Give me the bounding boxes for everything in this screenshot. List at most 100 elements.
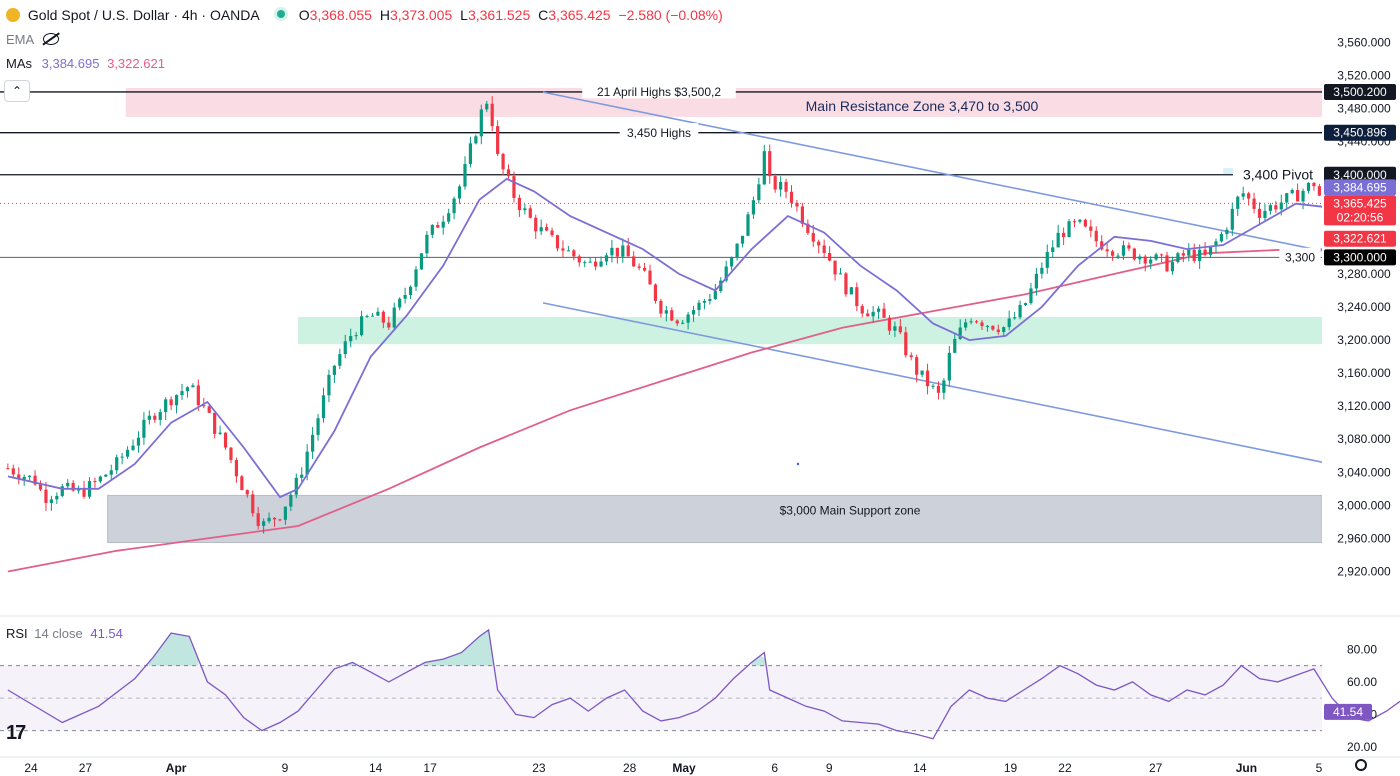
candle-body bbox=[817, 241, 821, 246]
candle-body bbox=[1143, 256, 1147, 264]
candle-body bbox=[463, 164, 467, 187]
candle-body bbox=[1225, 229, 1229, 235]
ohlc-close-key: C bbox=[538, 7, 549, 23]
candle-body bbox=[218, 432, 222, 434]
candle-body bbox=[773, 176, 777, 190]
rsi-value-tag: 41.54 bbox=[1333, 705, 1363, 719]
tradingview-logo[interactable]: 17 bbox=[6, 722, 26, 744]
candle-body bbox=[316, 418, 320, 435]
candle-body bbox=[593, 261, 598, 267]
candle-body bbox=[702, 300, 707, 303]
candle-body bbox=[125, 449, 130, 457]
candle-body bbox=[1165, 255, 1169, 272]
ma20-legend-value: 3,384.695 bbox=[41, 56, 100, 71]
candle-body bbox=[104, 474, 108, 477]
settings-gear-icon[interactable] bbox=[1355, 759, 1367, 771]
candle-body bbox=[882, 308, 886, 318]
price-zones bbox=[107, 87, 1323, 544]
candle-body bbox=[376, 311, 380, 316]
candle-body bbox=[844, 273, 848, 295]
candle-body bbox=[441, 221, 445, 228]
candle-body bbox=[234, 460, 239, 477]
candle-body bbox=[1247, 193, 1251, 199]
candle-body bbox=[1094, 230, 1098, 242]
candle-body bbox=[1023, 303, 1028, 306]
candle-body bbox=[370, 315, 375, 317]
candle-body bbox=[969, 321, 973, 323]
candle-body bbox=[779, 181, 783, 190]
candle-body bbox=[1051, 247, 1055, 253]
candle-body bbox=[349, 335, 353, 342]
candle-body bbox=[82, 488, 86, 497]
candle-body bbox=[223, 432, 228, 448]
candle-body bbox=[321, 395, 326, 419]
candle-body bbox=[506, 169, 511, 177]
level-label-3450-bg bbox=[619, 123, 699, 140]
rsi-legend-value: 41.54 bbox=[90, 626, 123, 641]
candle-body bbox=[359, 316, 364, 336]
price-tick: 3,160.000 bbox=[1337, 366, 1391, 380]
candle-body bbox=[1062, 232, 1066, 237]
candle-body bbox=[828, 253, 832, 261]
candle-body bbox=[180, 391, 184, 396]
candle-body bbox=[1306, 182, 1311, 191]
ema-indicator[interactable]: EMA bbox=[6, 32, 60, 47]
candle-body bbox=[398, 298, 402, 308]
candle-body bbox=[153, 415, 157, 420]
candle-body bbox=[1187, 249, 1191, 256]
rsi-value-tag-bg bbox=[1324, 703, 1372, 720]
candle-body bbox=[278, 519, 282, 521]
candle-body bbox=[1127, 245, 1131, 249]
price-axis[interactable]: 2,920.000 2,960.000 3,000.000 3,040.000 3,08… bbox=[1322, 0, 1400, 776]
hidden-eye-icon[interactable] bbox=[42, 32, 60, 46]
ma20-path bbox=[7, 177, 1400, 499]
candle-body bbox=[213, 412, 217, 434]
time-tick-Jun: Jun bbox=[1236, 761, 1257, 775]
candle-body bbox=[621, 245, 625, 257]
level-tag-0-bg bbox=[1324, 83, 1396, 100]
rsi-tick: 20.00 bbox=[1347, 740, 1377, 754]
price-tick: 3,200.000 bbox=[1337, 333, 1391, 347]
trendline-1 bbox=[542, 302, 1400, 479]
candle-body bbox=[1279, 202, 1283, 210]
symbol-legend[interactable]: Gold Spot / U.S. Dollar · 4h · OANDA O3,… bbox=[6, 7, 723, 23]
time-tick-May: May bbox=[672, 761, 696, 775]
candle-body bbox=[283, 506, 288, 520]
candle-body bbox=[708, 299, 712, 301]
candle-body bbox=[115, 457, 119, 471]
rsi-legend[interactable]: RSI 14 close 41.54 bbox=[6, 626, 123, 641]
candle-body bbox=[686, 314, 690, 323]
candle-body bbox=[457, 186, 462, 199]
candle-body bbox=[1007, 318, 1011, 328]
candle-body bbox=[485, 103, 489, 110]
level-label-april-highs: 21 April Highs $3,500,2 bbox=[597, 85, 721, 99]
price-tick: 3,120.000 bbox=[1337, 399, 1391, 413]
time-tick-28: 28 bbox=[623, 761, 637, 775]
candle-body bbox=[953, 338, 957, 353]
candle-body bbox=[675, 320, 679, 324]
candle-body bbox=[501, 153, 505, 170]
candle-body bbox=[964, 322, 968, 328]
candle-body bbox=[866, 313, 870, 317]
candle-body bbox=[1138, 256, 1142, 260]
time-axis[interactable]: 2427Apr914172328May6914192227Jun51013182… bbox=[0, 756, 1400, 775]
rsi-band bbox=[0, 665, 1322, 731]
candle-body bbox=[860, 306, 864, 314]
last-price-tag: 3,365.425 bbox=[1333, 196, 1387, 210]
collapse-legend-button[interactable]: ⌃ bbox=[4, 80, 30, 102]
candle-body bbox=[577, 256, 581, 263]
candle-body bbox=[555, 235, 560, 249]
candle-body bbox=[294, 477, 298, 495]
mas-label: MAs bbox=[6, 56, 32, 71]
candle-body bbox=[762, 151, 766, 185]
price-tick: 3,080.000 bbox=[1337, 432, 1391, 446]
mas-indicator[interactable]: MAs 3,384.695 3,322.621 bbox=[6, 56, 165, 71]
candle-body bbox=[1268, 205, 1273, 211]
candle-body bbox=[1078, 219, 1082, 222]
candle-body bbox=[1083, 219, 1087, 227]
ma200-tag: 3,322.621 bbox=[1333, 232, 1387, 246]
candle-body bbox=[1257, 208, 1262, 218]
candle-body bbox=[381, 311, 385, 323]
